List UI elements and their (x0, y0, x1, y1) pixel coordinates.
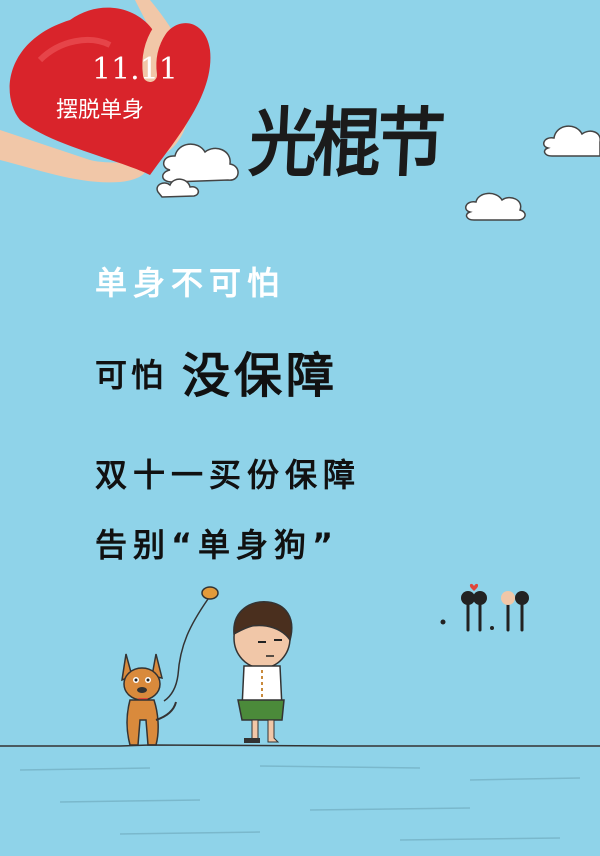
badge-subtitle: 摆脱单身 (56, 98, 145, 123)
slogan-line-3: 双十一买份保障 (95, 456, 362, 494)
heart-illustration (0, 0, 211, 183)
cloud-icon (543, 125, 600, 157)
balloon-string (163, 586, 219, 702)
slogan-line-4: 告别“单身狗” (95, 526, 340, 564)
page-title: 光棍节 (246, 100, 444, 188)
badge-date: 11.11 (92, 52, 178, 87)
slogan-line-1: 单身不可怕 (95, 264, 286, 302)
figures-1111-illustration (440, 583, 529, 632)
dog-illustration (121, 653, 177, 746)
slogan-line-2a: 可怕 (95, 356, 168, 394)
cloud-icon (465, 192, 526, 221)
heart-shape (9, 7, 211, 176)
ground-lines (0, 744, 600, 841)
slogan-line-2b: 没保障 (182, 348, 339, 404)
boy-illustration (233, 601, 293, 743)
cloud-icon (156, 143, 239, 198)
